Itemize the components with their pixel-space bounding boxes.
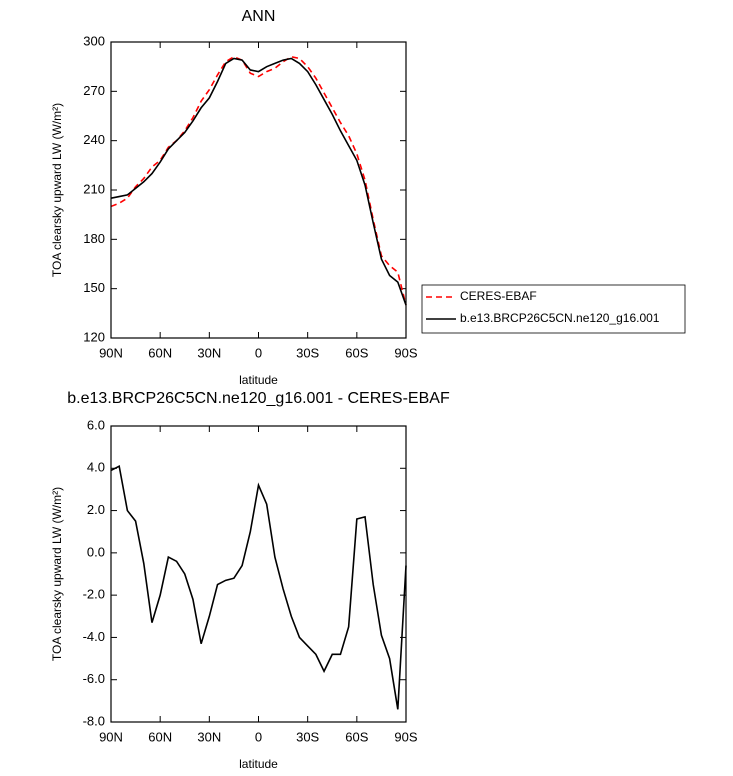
- y-axis-label: TOA clearsky upward LW (W/m²): [50, 103, 64, 277]
- x-tick-label: 90N: [99, 345, 123, 360]
- y-tick-label: 270: [83, 83, 105, 98]
- x-tick-label: 0: [255, 729, 262, 744]
- data-line: [110, 55, 407, 306]
- x-tick-label: 30S: [296, 345, 319, 360]
- data-line: [110, 464, 407, 710]
- y-tick-label: -6.0: [83, 671, 105, 686]
- y-tick-label: 150: [83, 280, 105, 295]
- plot-frame: [110, 41, 407, 339]
- data-line: [110, 57, 407, 306]
- x-tick-label: 30N: [197, 729, 221, 744]
- y-tick-label: 210: [83, 181, 105, 196]
- y-tick-label: 4.0: [87, 460, 105, 475]
- x-tick-label: 60S: [345, 345, 368, 360]
- plot-frame: [110, 425, 407, 723]
- x-tick-label: 90S: [394, 729, 417, 744]
- chart-title: ANN: [242, 8, 276, 25]
- y-tick-label: 0.0: [87, 544, 105, 559]
- x-tick-label: 30S: [296, 729, 319, 744]
- y-tick-label: 6.0: [87, 417, 105, 432]
- x-axis-label: latitude: [239, 373, 278, 387]
- y-tick-label: 2.0: [87, 502, 105, 517]
- y-tick-label: 180: [83, 231, 105, 246]
- y-tick-label: 120: [83, 329, 105, 344]
- legend-label: b.e13.BRCP26C5CN.ne120_g16.001: [460, 311, 660, 325]
- x-tick-label: 0: [255, 345, 262, 360]
- y-axis-label: TOA clearsky upward LW (W/m²): [50, 487, 64, 661]
- legend-box: [421, 284, 686, 334]
- x-tick-label: 60N: [148, 729, 172, 744]
- y-tick-label: -4.0: [83, 629, 105, 644]
- x-tick-label: 90S: [394, 345, 417, 360]
- y-tick-label: 240: [83, 132, 105, 147]
- y-tick-label: 300: [83, 33, 105, 48]
- x-tick-label: 60S: [345, 729, 368, 744]
- x-axis-label: latitude: [239, 757, 278, 771]
- chart-title: b.e13.BRCP26C5CN.ne120_g16.001 - CERES-E…: [67, 390, 450, 407]
- legend-label: CERES-EBAF: [460, 289, 537, 303]
- x-tick-label: 90N: [99, 729, 123, 744]
- x-tick-label: 60N: [148, 345, 172, 360]
- x-tick-label: 30N: [197, 345, 221, 360]
- y-tick-label: -8.0: [83, 713, 105, 728]
- y-tick-label: -2.0: [83, 587, 105, 602]
